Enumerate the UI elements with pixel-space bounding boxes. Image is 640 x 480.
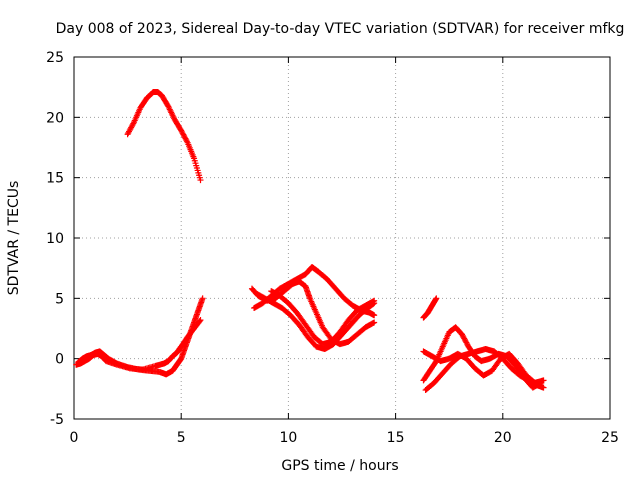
y-tick-label: 20 (46, 110, 64, 126)
data-point (371, 312, 378, 319)
y-tick-label: 10 (46, 231, 64, 247)
data-point (196, 317, 203, 324)
x-axis-label: GPS time / hours (281, 458, 398, 474)
data-point (183, 138, 190, 145)
series-arc-mid-4 (268, 288, 378, 348)
y-tick-label: 5 (55, 291, 64, 307)
y-tick-label: 25 (46, 50, 64, 66)
series-arc-mid-3 (253, 290, 378, 353)
y-tick-label: 0 (55, 352, 64, 368)
y-tick-label: -5 (50, 412, 64, 428)
data-point (199, 295, 206, 302)
x-tick-label: 15 (387, 430, 405, 446)
x-tick-label: 20 (494, 430, 512, 446)
y-tick-label: 15 (46, 171, 64, 187)
axis-ticks: 0 5 10 15 20 25 -5 0 5 10 15 20 25 (46, 50, 619, 446)
data-point (371, 297, 378, 304)
data-point (197, 177, 204, 184)
data-point (540, 384, 547, 391)
series-arc-late-4 (422, 346, 547, 394)
data-point (371, 319, 378, 326)
x-tick-label: 0 (70, 430, 79, 446)
series-arc-late-2 (420, 295, 440, 321)
data-point (197, 317, 204, 324)
series-arc-mid-2 (251, 263, 378, 319)
data-marks (73, 88, 547, 394)
data-point (433, 295, 440, 302)
series-arc-early-low-b (73, 317, 204, 373)
x-tick-label: 25 (601, 430, 619, 446)
chart-title: Day 008 of 2023, Sidereal Day-to-day VTE… (56, 21, 625, 37)
series-arc-high (124, 88, 204, 184)
x-tick-label: 10 (279, 430, 297, 446)
y-axis-label: SDTVAR / TECUs (6, 181, 22, 296)
data-point (540, 377, 547, 384)
x-tick-label: 5 (177, 430, 186, 446)
